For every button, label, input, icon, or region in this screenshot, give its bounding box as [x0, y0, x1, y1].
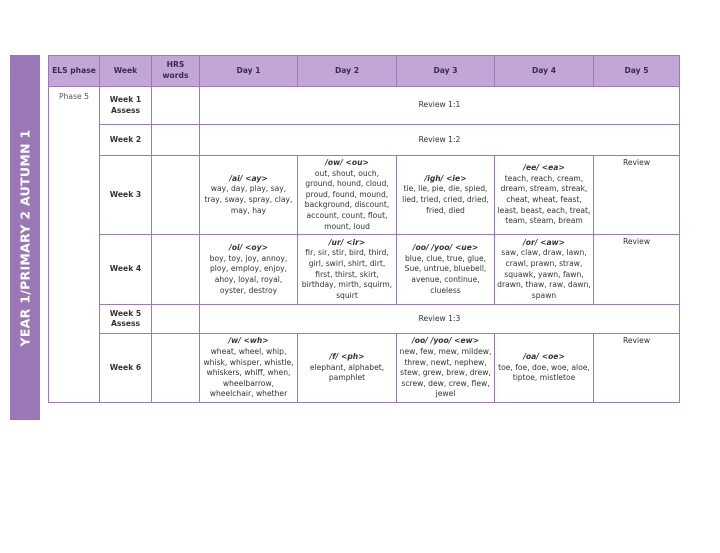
grapheme: /oa/ <oe> — [523, 352, 565, 362]
header-els-phase: ELS phase — [48, 55, 100, 87]
word-list: boy, toy, joy, annoy, ploy, employ, enjo… — [209, 253, 288, 295]
word-list: out, shout, ouch, ground, hound, cloud, … — [304, 168, 390, 231]
grapheme: /ee/ <ea> — [523, 163, 565, 173]
word-list: toe, foe, doe, woe, aloe, tiptoe, mistle… — [498, 362, 590, 383]
grapheme: /oo/ /yoo/ <ue> — [412, 243, 479, 253]
grapheme: /or/ <aw> — [522, 237, 566, 247]
table-row: Week 6/w/ <wh> wheat, wheel, whip, whisk,… — [49, 333, 680, 404]
day-2-cell: /f/ <ph> elephant, alphabet, pamphlet — [297, 333, 397, 404]
week-cell: Week 3 — [99, 154, 152, 236]
day-2-cell: /ur/ <ir> fir, sir, stir, bird, third, gi… — [297, 234, 397, 306]
day-4-cell: /ee/ <ea> teach, reach, cream, dream, str… — [494, 154, 594, 236]
grapheme: /f/ <ph> — [329, 352, 365, 362]
day-5-cell: Review — [593, 154, 680, 236]
header-day-3: Day 3 — [396, 55, 495, 87]
day-3-cell: /oo/ /yoo/ <ew> new, few, mew, mildew, th… — [396, 333, 495, 404]
week-cell: Week 6 — [99, 333, 152, 404]
hrs-words-cell — [151, 124, 200, 156]
day-4-cell: /oa/ <oe> toe, foe, doe, woe, aloe, tipto… — [494, 333, 594, 404]
word-list: way, day, play, say, tray, sway, spray, … — [204, 184, 293, 215]
header-day-4: Day 4 — [494, 55, 594, 87]
day-1-cell: /w/ <wh> wheat, wheel, whip, whisk, whisp… — [199, 333, 298, 404]
hrs-words-cell — [151, 154, 200, 236]
word-list: fir, sir, stir, bird, third, girl, swirl… — [301, 248, 393, 300]
header-row: ELS phase Week HRS words Day 1 Day 2 Day… — [48, 55, 680, 87]
grapheme: /oi/ <oy> — [229, 243, 268, 253]
grapheme: /ur/ <ir> — [328, 237, 366, 247]
day-2-cell: /ow/ <ou> out, shout, ouch, ground, hound… — [297, 154, 397, 236]
grapheme: /ai/ <ay> — [229, 173, 268, 183]
table-row: Phase 5 Week 1 Assess Review 1:1 — [48, 85, 680, 404]
grapheme: /w/ <wh> — [228, 336, 269, 346]
side-title-band: YEAR 1/PRIMARY 2 AUTUMN 1 — [10, 55, 40, 420]
header-day-5: Day 5 — [593, 55, 680, 87]
review-cell: Review 1:1 — [199, 86, 680, 125]
els-phase-cell: Phase 5 — [48, 85, 100, 404]
header-day-1: Day 1 — [199, 55, 298, 87]
hrs-words-cell — [151, 333, 200, 404]
week-cell: Week 1 Assess — [99, 86, 152, 125]
side-title: YEAR 1/PRIMARY 2 AUTUMN 1 — [17, 128, 33, 347]
hrs-words-cell — [151, 234, 200, 306]
hrs-words-cell — [151, 304, 200, 335]
week-cell: Week 2 — [99, 124, 152, 156]
word-list: tie, lie, pie, die, spied, lied, tried, … — [402, 184, 489, 215]
word-list: saw, claw, draw, lawn, crawl, prawn, str… — [497, 248, 591, 300]
day-3-cell: /oo/ /yoo/ <ue> blue, clue, true, glue, S… — [396, 234, 495, 306]
day-5-cell: Review — [593, 333, 680, 404]
day-4-cell: /or/ <aw> saw, claw, draw, lawn, crawl, p… — [494, 234, 594, 306]
word-list: wheat, wheel, whip, whisk, whisper, whis… — [203, 346, 294, 399]
word-list: elephant, alphabet, pamphlet — [309, 362, 385, 383]
table-row: Week 5 Assess Review 1:3 — [49, 304, 680, 335]
day-3-cell: /igh/ <ie> tie, lie, pie, die, spied, lie… — [396, 154, 495, 236]
grapheme: /oo/ /yoo/ <ew> — [411, 336, 480, 346]
day-1-cell: /oi/ <oy> boy, toy, joy, annoy, ploy, emp… — [199, 234, 298, 306]
week-cell: Week 5 Assess — [99, 304, 152, 335]
word-list: teach, reach, cream, dream, stream, stre… — [497, 173, 591, 226]
grapheme: /ow/ <ou> — [325, 158, 369, 167]
header-day-2: Day 2 — [297, 55, 397, 87]
hrs-words-cell — [151, 86, 200, 125]
phonics-plan-table: ELS phase Week HRS words Day 1 Day 2 Day… — [48, 55, 680, 404]
day-1-cell: /ai/ <ay> way, day, play, say, tray, sway… — [199, 154, 298, 236]
review-cell: Review 1:2 — [199, 124, 680, 156]
week-cell: Week 4 — [99, 234, 152, 306]
grapheme: /igh/ <ie> — [424, 173, 467, 183]
header-hrs-words: HRS words — [151, 55, 200, 87]
day-5-cell: Review — [593, 234, 680, 306]
header-week: Week — [99, 55, 152, 87]
review-cell: Review 1:3 — [199, 304, 680, 335]
table-row: Week 3/ai/ <ay> way, day, play, say, tray… — [49, 154, 680, 236]
table-row: Week 2 Review 1:2 — [49, 124, 680, 156]
table-row: Week 4/oi/ <oy> boy, toy, joy, annoy, plo… — [49, 234, 680, 306]
word-list: new, few, mew, mildew, threw, newt, neph… — [399, 346, 492, 399]
word-list: blue, clue, true, glue, Sue, untrue, blu… — [404, 253, 487, 295]
